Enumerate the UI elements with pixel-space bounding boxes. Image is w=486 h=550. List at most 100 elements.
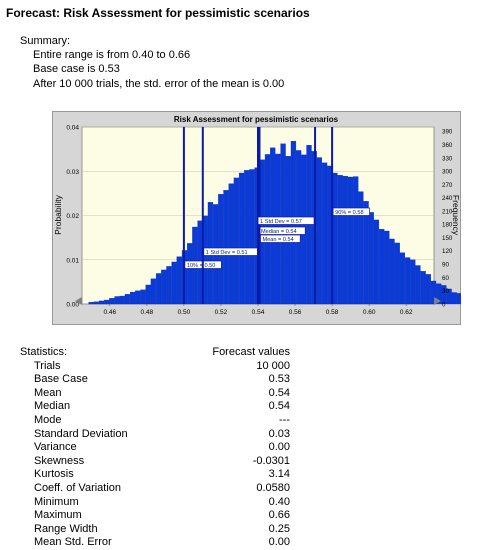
histogram-bar xyxy=(270,147,276,305)
summary-line-base-case: Base case is 0.53 xyxy=(33,63,120,76)
summary-heading: Summary: xyxy=(20,35,71,47)
stat-value: 0.54 xyxy=(268,386,290,399)
x-tick-label: 0.50 xyxy=(178,309,191,316)
marker-label-box xyxy=(257,216,315,225)
histogram-bar xyxy=(98,300,105,305)
histogram-bar xyxy=(150,278,157,305)
y2-tick-label: 180 xyxy=(442,222,453,229)
histogram-bar xyxy=(171,261,177,305)
stat-value: 0.40 xyxy=(268,495,290,508)
histogram-bar xyxy=(140,289,146,305)
table-row: Minimum 0.40 xyxy=(20,496,290,510)
table-row: Base Case 0.53 xyxy=(20,373,290,387)
y2-tick-label: 90 xyxy=(442,261,449,268)
x-tick-label: 0.60 xyxy=(363,309,376,316)
histogram-bar xyxy=(104,299,110,305)
table-row: Maximum 0.66 xyxy=(20,509,290,523)
y2-tick-label: 360 xyxy=(442,142,453,149)
table-row: Median 0.54 xyxy=(20,400,290,414)
histogram-bar xyxy=(145,284,151,305)
histogram-bar xyxy=(394,242,400,305)
right-range-grabber-icon[interactable] xyxy=(434,297,441,305)
y2-tick-label: 330 xyxy=(442,155,453,162)
y-tick-label: 0.02 xyxy=(66,213,79,220)
statistics-heading: Statistics: xyxy=(20,346,68,358)
histogram-bar xyxy=(436,283,442,305)
histogram-bar xyxy=(176,256,182,305)
histogram-bar xyxy=(93,301,99,305)
stat-value: 10 000 xyxy=(256,359,290,372)
table-row: Variance 0.00 xyxy=(20,441,290,455)
y-axis-ticks: 0.00 0.01 0.02 0.03 0.04 xyxy=(66,125,79,309)
histogram-bar xyxy=(404,257,411,305)
table-row: Skewness -0.0301 xyxy=(20,455,290,469)
histogram-bar xyxy=(451,292,457,305)
histogram-bar xyxy=(124,294,131,305)
marker-label-box xyxy=(260,234,301,243)
stat-label: Coeff. of Variation xyxy=(34,481,122,494)
histogram-bar xyxy=(389,238,395,305)
y2-axis-ticks: 0 30 60 90 120 150 180 210 240 270 300 330 360 390 xyxy=(442,129,453,309)
marker-label: Median = 0.54 xyxy=(261,229,297,235)
histogram-bar xyxy=(441,285,447,305)
histogram-bar xyxy=(135,290,141,305)
histogram-bar xyxy=(187,243,193,305)
histogram-bar xyxy=(373,219,380,305)
histogram-bar xyxy=(399,252,405,305)
stat-label: Trials xyxy=(34,359,61,372)
statistics-header-row: Statistics: Forecast values xyxy=(20,346,290,360)
histogram-bar xyxy=(415,265,421,305)
statistics-table: Statistics: Forecast values Trials 10 000… xyxy=(20,346,290,550)
marker-label: 1 Std Dev = 0.51 xyxy=(206,250,248,256)
stat-label: Base Case xyxy=(34,373,88,386)
marker-label: 10% = 0.50 xyxy=(187,263,215,269)
histogram-bar xyxy=(244,170,250,305)
page-title: Forecast: Risk Assessment for pessimisti… xyxy=(6,6,310,20)
y2-tick-label: 0 xyxy=(442,301,446,308)
table-row: Standard Deviation 0.03 xyxy=(20,428,290,442)
stat-value: 0.00 xyxy=(268,441,290,454)
histogram-bar xyxy=(114,296,120,305)
y2-tick-label: 30 xyxy=(442,288,449,295)
x-axis-ticks: 0.46 0.48 0.50 0.52 0.54 0.56 0.58 0.60 0.62 xyxy=(103,304,413,316)
chart-svg: Risk Assessment for pessimistic scenario… xyxy=(52,111,486,325)
y-tick-label: 0.04 xyxy=(66,125,79,132)
histogram-bar xyxy=(420,271,426,305)
marker-label: 1 Std Dev = 0.57 xyxy=(260,219,302,225)
y-tick-label: 0.01 xyxy=(66,257,79,264)
stat-label: Variance xyxy=(34,441,77,454)
histogram-bar xyxy=(109,298,115,305)
marker-label-box xyxy=(332,207,370,216)
y2-tick-label: 300 xyxy=(442,169,453,176)
y2-axis-label: Frequency xyxy=(451,195,461,236)
histogram-bar xyxy=(425,274,431,305)
stat-label: Minimum xyxy=(34,495,79,508)
histogram-bar xyxy=(363,201,369,305)
histogram-bar xyxy=(332,172,338,305)
marker-lines: 10% = 0.50 1 Std Dev = 0.51 Median = 0.54 M… xyxy=(182,127,370,304)
stat-label: Mean Std. Error xyxy=(34,536,112,549)
table-row: Range Width 0.25 xyxy=(20,523,290,537)
left-range-grabber-icon[interactable] xyxy=(75,297,82,305)
stat-value: 0.03 xyxy=(268,427,290,440)
y-tick-label: 0.00 xyxy=(66,302,79,309)
x-tick-label: 0.48 xyxy=(141,309,154,316)
y2-tick-label: 270 xyxy=(442,182,453,189)
stat-value: 0.0580 xyxy=(256,481,290,494)
histogram-bar xyxy=(337,175,343,305)
y2-tick-label: 210 xyxy=(442,208,453,215)
marker-label: Mean = 0.54 xyxy=(262,237,293,243)
histogram-bar xyxy=(119,295,125,305)
stat-label: Mean xyxy=(34,386,62,399)
histogram-bar xyxy=(379,229,385,305)
table-row: Mean Std. Error 0.00 xyxy=(20,536,290,550)
histogram-bar xyxy=(88,302,94,305)
histogram-bar xyxy=(456,293,463,305)
stat-value: 3.14 xyxy=(268,468,290,481)
histogram-bar xyxy=(410,259,416,305)
histogram-bar xyxy=(228,183,234,305)
histogram-bar xyxy=(161,269,167,305)
summary-block: Summary: Entire range is from 0.40 to 0.… xyxy=(20,34,284,91)
table-row: Mode --- xyxy=(20,414,290,428)
histogram-bar xyxy=(358,191,364,305)
